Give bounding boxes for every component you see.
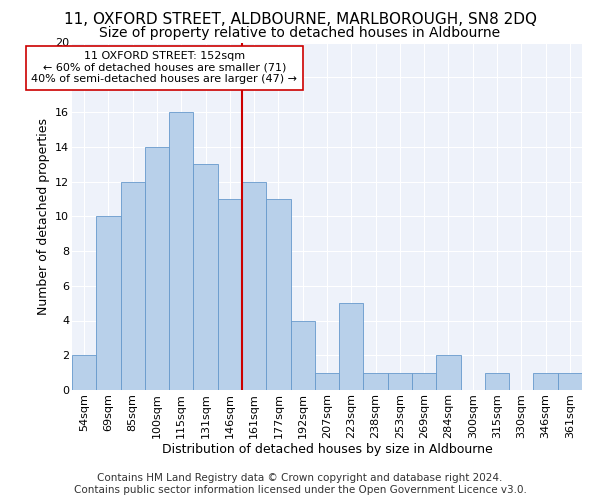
Bar	[485, 372, 509, 390]
Bar	[145, 147, 169, 390]
Bar	[436, 355, 461, 390]
Bar	[266, 199, 290, 390]
Bar	[169, 112, 193, 390]
Y-axis label: Number of detached properties: Number of detached properties	[37, 118, 50, 315]
Bar	[72, 355, 96, 390]
Text: 11 OXFORD STREET: 152sqm
← 60% of detached houses are smaller (71)
40% of semi-d: 11 OXFORD STREET: 152sqm ← 60% of detach…	[31, 51, 297, 84]
Bar	[339, 303, 364, 390]
Bar	[193, 164, 218, 390]
Bar	[533, 372, 558, 390]
Bar	[388, 372, 412, 390]
Bar	[218, 199, 242, 390]
Text: 11, OXFORD STREET, ALDBOURNE, MARLBOROUGH, SN8 2DQ: 11, OXFORD STREET, ALDBOURNE, MARLBOROUG…	[64, 12, 536, 28]
Bar	[96, 216, 121, 390]
X-axis label: Distribution of detached houses by size in Aldbourne: Distribution of detached houses by size …	[161, 444, 493, 456]
Bar	[121, 182, 145, 390]
Bar	[558, 372, 582, 390]
Text: Contains HM Land Registry data © Crown copyright and database right 2024.
Contai: Contains HM Land Registry data © Crown c…	[74, 474, 526, 495]
Bar	[315, 372, 339, 390]
Bar	[412, 372, 436, 390]
Bar	[290, 320, 315, 390]
Text: Size of property relative to detached houses in Aldbourne: Size of property relative to detached ho…	[100, 26, 500, 40]
Bar	[364, 372, 388, 390]
Bar	[242, 182, 266, 390]
